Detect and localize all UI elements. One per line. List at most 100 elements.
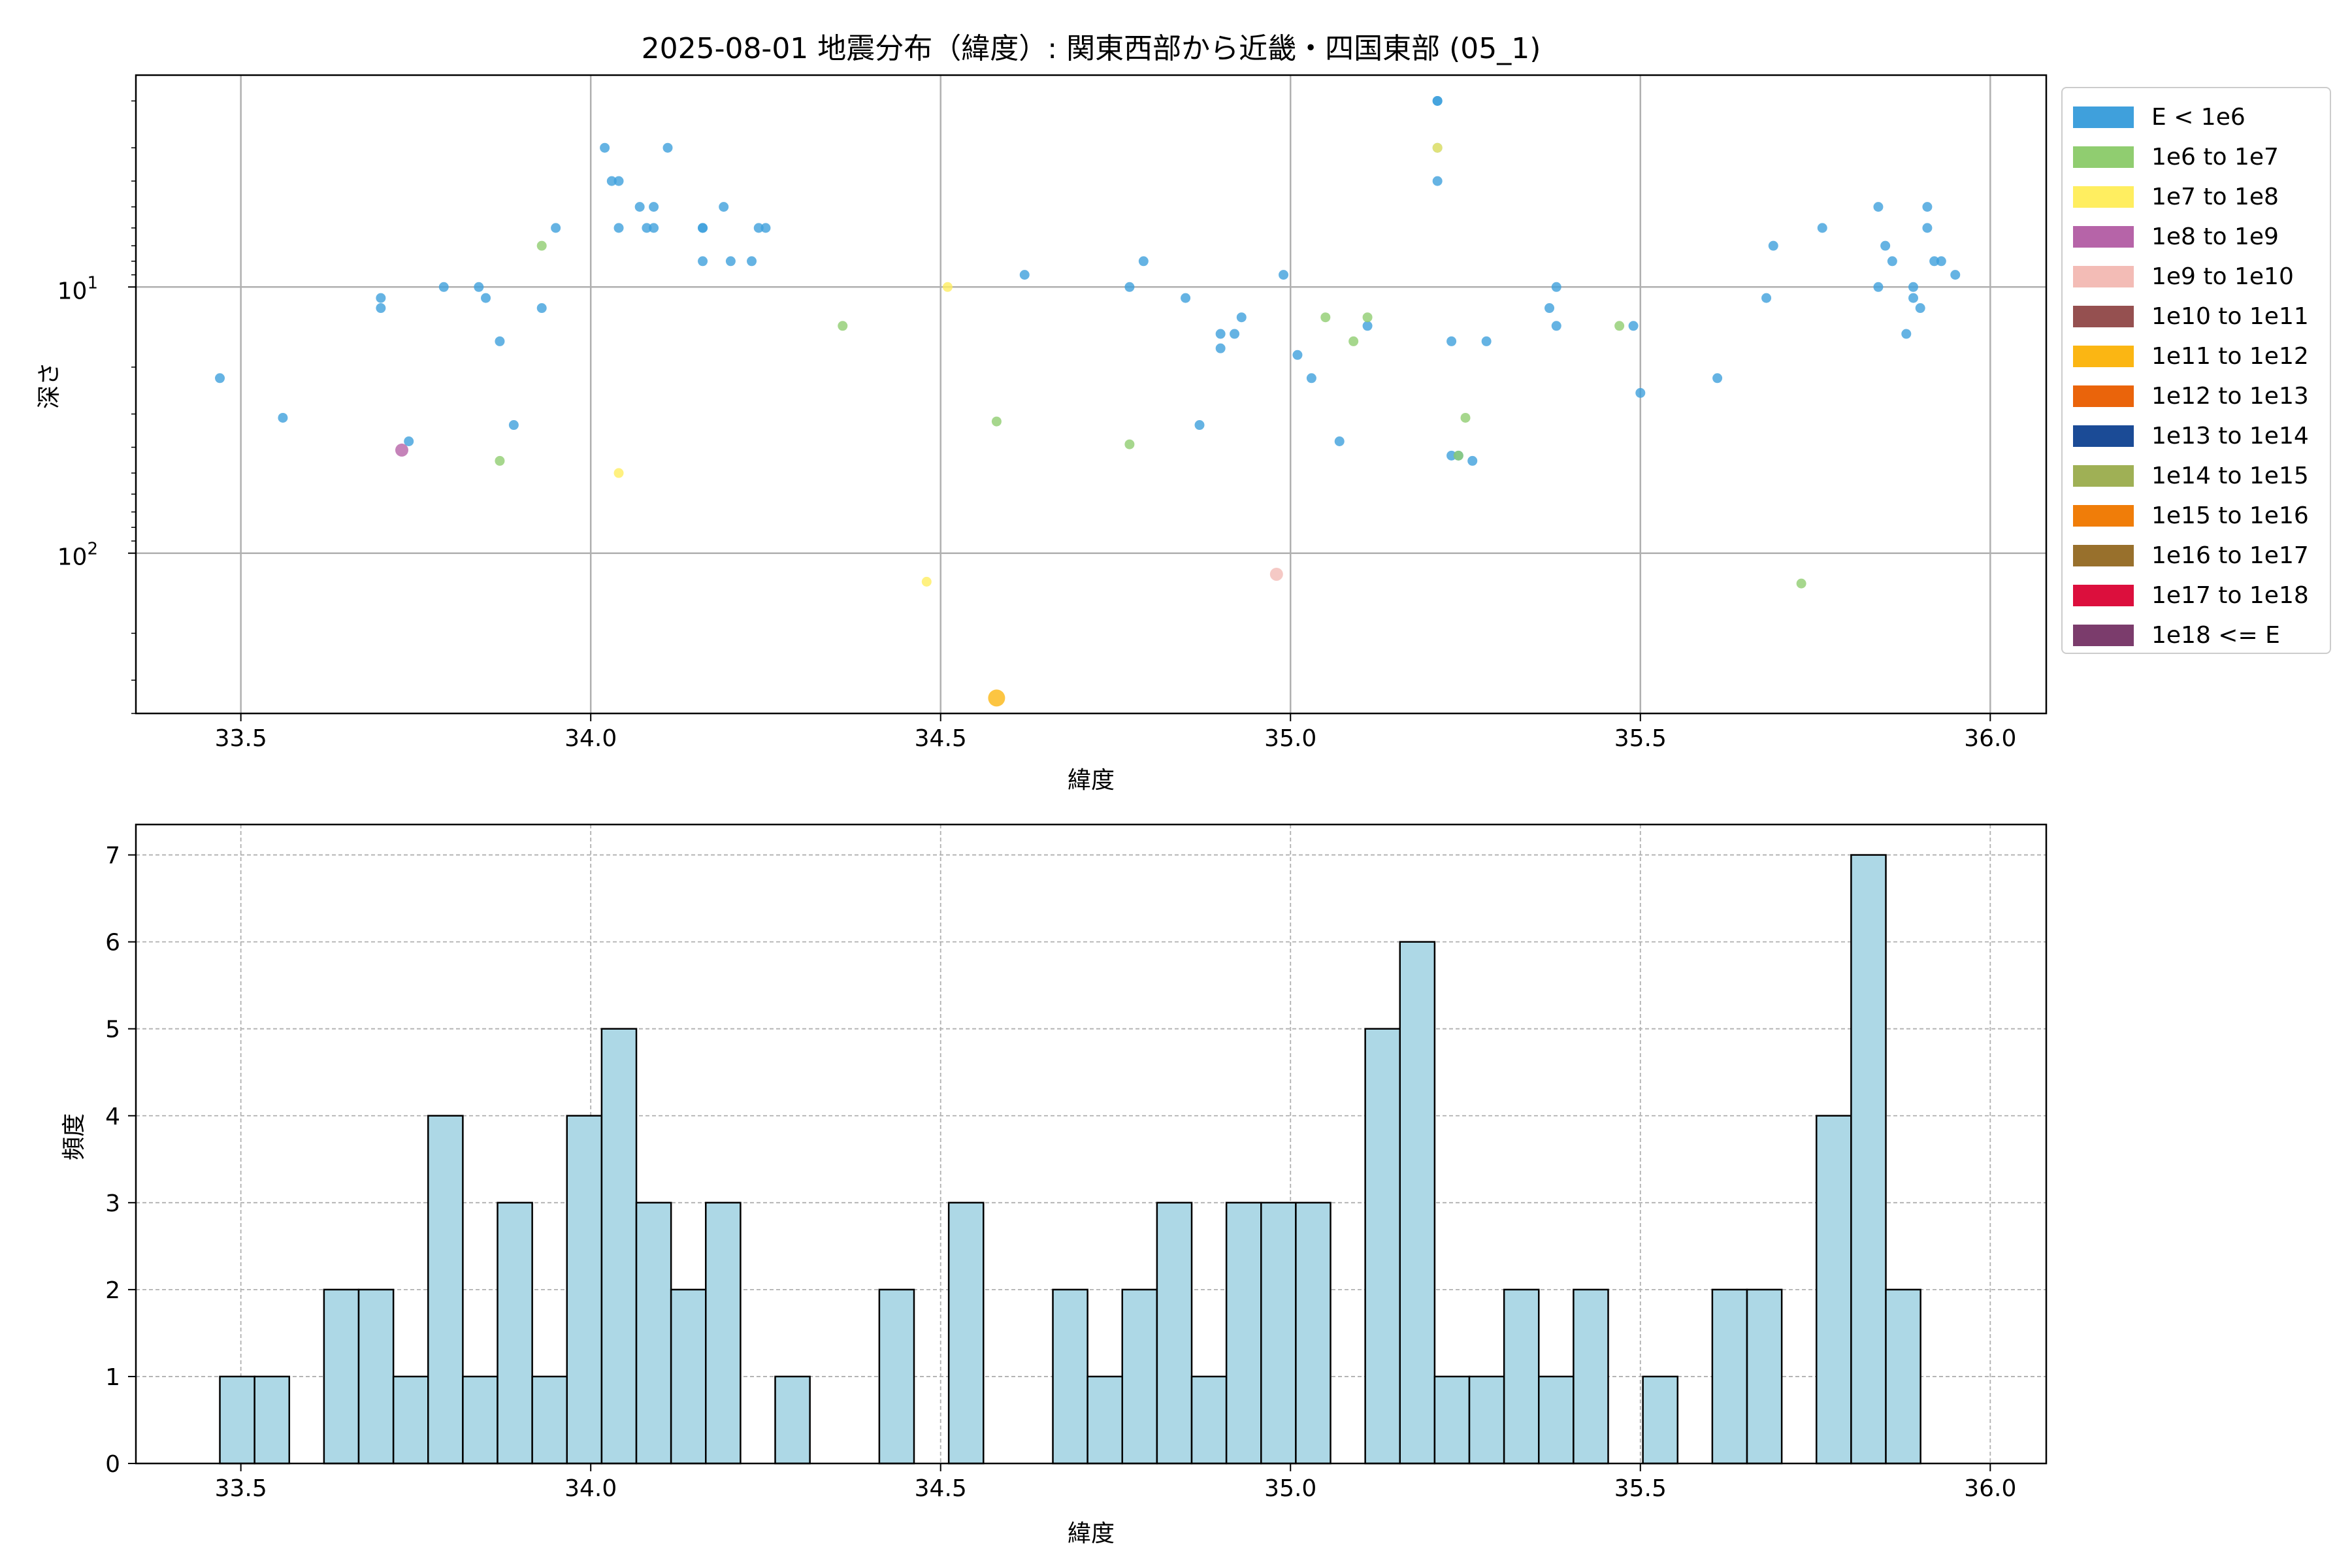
- histogram-bar: [566, 1115, 603, 1465]
- legend-swatch: [2073, 186, 2134, 208]
- scatter-point: [1922, 223, 1933, 233]
- legend-label: 1e7 to 1e8: [2151, 184, 2279, 210]
- scatter-point: [698, 256, 708, 267]
- legend-item: 1e18 <= E: [2063, 612, 2330, 651]
- scatter-point: [1215, 329, 1226, 339]
- legend-label: 1e11 to 1e12: [2151, 343, 2309, 370]
- histogram-bar: [1295, 1201, 1331, 1465]
- legend-item: 1e17 to 1e18: [2063, 572, 2330, 612]
- scatter-point: [481, 293, 491, 303]
- chart-title: 2025-08-01 地震分布（緯度）: 関東西部から近畿・四国東部 (05_1…: [641, 32, 1541, 65]
- histogram-bar: [1364, 1028, 1401, 1465]
- legend-label: 1e6 to 1e7: [2151, 144, 2279, 171]
- legend: E < 1e6 1e6 to 1e7 1e7 to 1e8 1e8 to 1e9 1e9…: [2061, 87, 2331, 654]
- scatter-point: [1019, 270, 1030, 280]
- scatter-point: [1817, 223, 1827, 233]
- histogram-bar: [1746, 1288, 1783, 1465]
- histogram-bar: [253, 1375, 291, 1465]
- scatter-point: [1306, 373, 1316, 384]
- histogram-bar: [323, 1288, 360, 1465]
- scatter-point: [1453, 450, 1463, 461]
- scatter-x-tick-label: 34.0: [564, 725, 617, 752]
- scatter-point: [1320, 312, 1331, 323]
- histogram-bar: [1052, 1288, 1088, 1465]
- histogram-y-tick-label: 6: [105, 930, 120, 956]
- histogram-y-tick-label: 5: [105, 1017, 120, 1043]
- histogram-bar: [1538, 1375, 1575, 1465]
- legend-swatch: [2073, 545, 2134, 566]
- scatter-point: [1873, 282, 1884, 292]
- scatter-point: [1446, 336, 1457, 346]
- scatter-point: [1908, 293, 1918, 303]
- scatter-point: [1362, 321, 1373, 331]
- scatter-point: [760, 223, 771, 233]
- legend-item: 1e13 to 1e14: [2063, 412, 2330, 452]
- scatter-point: [1124, 282, 1135, 292]
- histogram-x-tick-label: 35.5: [1614, 1475, 1667, 1502]
- histogram-bar: [1433, 1375, 1471, 1465]
- histogram-bar: [947, 1201, 985, 1465]
- scatter-point: [1460, 412, 1471, 423]
- scatter-point: [719, 202, 729, 212]
- histogram-bar: [1816, 1115, 1852, 1465]
- histogram-bar: [1573, 1288, 1609, 1465]
- scatter-point: [404, 436, 414, 446]
- legend-label: 1e14 to 1e15: [2151, 463, 2309, 489]
- histogram-plot-frame: [135, 823, 2048, 1465]
- scatter-point: [634, 202, 645, 212]
- histogram-bar: [1711, 1288, 1748, 1465]
- histogram-bar: [1503, 1288, 1540, 1465]
- scatter-point: [1348, 336, 1359, 346]
- scatter-point: [649, 202, 659, 212]
- legend-swatch: [2073, 226, 2134, 248]
- histogram-bar: [1260, 1201, 1297, 1465]
- scatter-point: [1950, 270, 1961, 280]
- histogram-bar: [1086, 1375, 1124, 1465]
- histogram-bar: [635, 1201, 672, 1465]
- histogram-bar: [670, 1288, 707, 1465]
- legend-swatch: [2073, 146, 2134, 168]
- histogram-bar: [1399, 941, 1436, 1465]
- scatter-point: [495, 336, 505, 346]
- histogram-ticks: 33.5 34.0 34.5 35.0 35.5 36.0 0 1 2 3 4 5 6 7: [105, 843, 2016, 1502]
- scatter-point: [1362, 312, 1373, 323]
- legend-swatch: [2073, 465, 2134, 487]
- scatter-point: [1796, 578, 1806, 589]
- scatter-point: [1215, 343, 1226, 353]
- scatter-point: [395, 443, 409, 457]
- histogram-bar: [427, 1115, 464, 1465]
- legend-label: 1e15 to 1e16: [2151, 502, 2309, 529]
- histogram-bar: [392, 1375, 429, 1465]
- scatter-point: [725, 256, 736, 267]
- scatter-point: [495, 455, 505, 466]
- scatter-point: [649, 223, 659, 233]
- histogram-y-tick-label: 7: [105, 843, 120, 870]
- histogram-x-axis-label: 緯度: [1067, 1520, 1115, 1547]
- scatter-point: [1712, 373, 1723, 384]
- histogram-bar: [1225, 1201, 1262, 1465]
- scatter-point: [642, 223, 652, 233]
- legend-item: E < 1e6: [2063, 93, 2330, 133]
- legend-item: 1e8 to 1e9: [2063, 213, 2330, 253]
- scatter-point: [1929, 256, 1940, 267]
- histogram-bar: [1190, 1375, 1228, 1465]
- histogram-x-tick-label: 34.5: [915, 1475, 967, 1502]
- scatter-point: [1292, 350, 1303, 360]
- scatter-point: [1614, 321, 1625, 331]
- legend-label: 1e12 to 1e13: [2151, 383, 2309, 410]
- scatter-point: [753, 223, 764, 233]
- histogram-y-tick-label: 2: [105, 1277, 120, 1304]
- histogram-bar: [1885, 1288, 1921, 1465]
- scatter-point: [1334, 436, 1345, 446]
- scatter-point: [600, 142, 610, 153]
- histogram-bar: [462, 1375, 498, 1465]
- scatter-point: [988, 689, 1005, 707]
- scatter-point: [1230, 329, 1240, 339]
- scatter-point: [474, 282, 484, 292]
- legend-label: 1e13 to 1e14: [2151, 423, 2309, 449]
- scatter-x-tick-label: 34.5: [915, 725, 967, 752]
- histogram-y-tick-label: 0: [105, 1451, 120, 1478]
- histogram-x-tick-label: 33.5: [215, 1475, 267, 1502]
- histogram-y-tick-label: 4: [105, 1103, 120, 1130]
